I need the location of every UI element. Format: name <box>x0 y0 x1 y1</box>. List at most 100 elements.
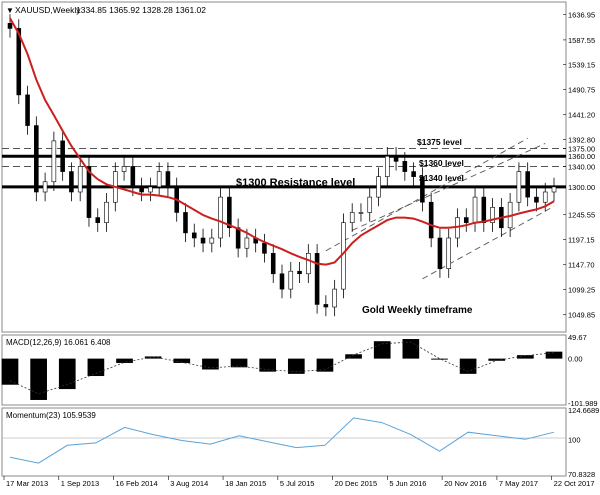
macd-bar <box>431 358 448 360</box>
price-tick-label: 1147.70 <box>568 261 595 270</box>
x-tick-label: 22 Oct 2017 <box>554 479 595 488</box>
candle-body <box>349 212 355 223</box>
candle-body <box>156 171 162 188</box>
candle-body <box>262 242 267 254</box>
candle-body <box>428 201 434 239</box>
candle-body <box>446 237 451 269</box>
candle-body <box>7 23 13 29</box>
candle-body <box>69 171 74 193</box>
x-tick-label: 18 Jan 2015 <box>225 479 266 488</box>
candle-body <box>165 171 171 188</box>
x-tick-label: 20 Dec 2015 <box>335 479 378 488</box>
macd-bar <box>488 358 506 361</box>
candle-body <box>227 196 232 229</box>
price-panel-frame <box>1 1 567 333</box>
candle-body <box>463 217 469 223</box>
moving-average-line <box>9 17 555 266</box>
price-tick-label: 1392.80 <box>568 135 595 144</box>
candle-body <box>200 237 206 244</box>
header-arrow-icon: ▼ <box>6 6 14 15</box>
candle-body <box>393 155 399 162</box>
candle-body <box>402 161 408 172</box>
macd-tick-label: 49.67 <box>568 333 587 342</box>
macd-bar <box>173 358 191 363</box>
candle-body <box>77 166 83 193</box>
candle-body <box>209 237 215 244</box>
candle-body <box>183 212 188 234</box>
macd-bar <box>259 358 277 372</box>
candle-body <box>297 270 302 275</box>
macd-bar <box>58 358 76 390</box>
x-tick-label: 1 Sep 2013 <box>61 479 99 488</box>
macd-bar <box>517 355 534 359</box>
macd-bar <box>144 356 162 359</box>
x-tick-label: 5 Jul 2015 <box>280 479 315 488</box>
macd-bar <box>545 351 563 359</box>
price-tick-label: 1300.00 <box>568 183 595 192</box>
price-tick-label: 1099.25 <box>568 285 595 294</box>
candle-body <box>516 171 522 203</box>
candle-body <box>525 171 530 198</box>
macd-bar <box>287 358 305 374</box>
candle-body <box>104 201 109 223</box>
candle-body <box>332 288 337 308</box>
candle-body <box>288 270 294 290</box>
price-tick-label: 1049.85 <box>568 311 595 320</box>
candle-body <box>25 94 30 126</box>
candle-body <box>367 196 373 213</box>
price-tick-label: 1245.55 <box>568 211 595 220</box>
level-1375-label: $1375 level <box>417 137 462 147</box>
macd-bar <box>402 339 420 359</box>
candle-body <box>42 181 48 193</box>
candle-body <box>279 273 285 290</box>
candle-body <box>481 196 487 223</box>
price-tick-label: 1197.15 <box>568 235 595 244</box>
candle-body <box>60 140 65 172</box>
candle-body <box>34 125 39 193</box>
candle-body <box>51 140 57 183</box>
momentum-tick-label: 124.6689 <box>568 406 599 415</box>
macd-bar <box>1 358 19 385</box>
price-tick-label: 1587.55 <box>568 36 595 45</box>
candle-body <box>86 166 92 218</box>
candle-body <box>437 237 443 269</box>
candle-body <box>121 166 127 172</box>
candle-body <box>130 166 136 188</box>
candle-body <box>490 207 495 223</box>
price-tick-label: 1375.00 <box>568 145 595 154</box>
macd-tick-label: 0.00 <box>568 355 583 364</box>
macd-bar <box>230 358 248 368</box>
candle-body <box>358 212 364 214</box>
candle-body <box>95 217 101 223</box>
candle-body <box>551 186 557 193</box>
channel-upper-line-2 <box>352 143 546 231</box>
x-tick-label: 3 Aug 2014 <box>170 479 208 488</box>
x-tick-label: 16 Feb 2014 <box>116 479 158 488</box>
macd-title: MACD(12,26,9) 16.061 6.408 <box>6 338 111 347</box>
momentum-panel-frame <box>1 407 567 477</box>
macd-signal-line <box>9 341 555 395</box>
macd-bar <box>202 358 219 370</box>
channel-lower-line <box>422 205 555 280</box>
x-tick-label: 7 May 2017 <box>499 479 538 488</box>
candle-body <box>270 253 276 275</box>
x-tick-label: 20 Nov 2016 <box>444 479 487 488</box>
candle-body <box>323 304 329 308</box>
price-tick-label: 1340.00 <box>568 162 595 171</box>
level-1360-label: $1360 level <box>419 158 464 168</box>
momentum-line <box>9 417 555 464</box>
macd-bar <box>373 341 391 359</box>
candle-body <box>314 253 320 305</box>
symbol-label: XAUUSD,Weekly <box>15 5 81 15</box>
price-tick-label: 1441.20 <box>568 111 595 120</box>
candle-body <box>411 171 416 177</box>
candle-body <box>139 186 144 193</box>
candle-body <box>472 196 478 223</box>
timeframe-label: Gold Weekly timeframe <box>362 305 473 316</box>
macd-bar <box>345 354 362 359</box>
candle-body <box>148 186 153 193</box>
candle-body <box>542 191 548 203</box>
momentum-title: Momentum(23) 105.9539 <box>6 411 96 420</box>
ohlc-label: 1334.85 1365.92 1328.28 1361.02 <box>76 5 206 15</box>
